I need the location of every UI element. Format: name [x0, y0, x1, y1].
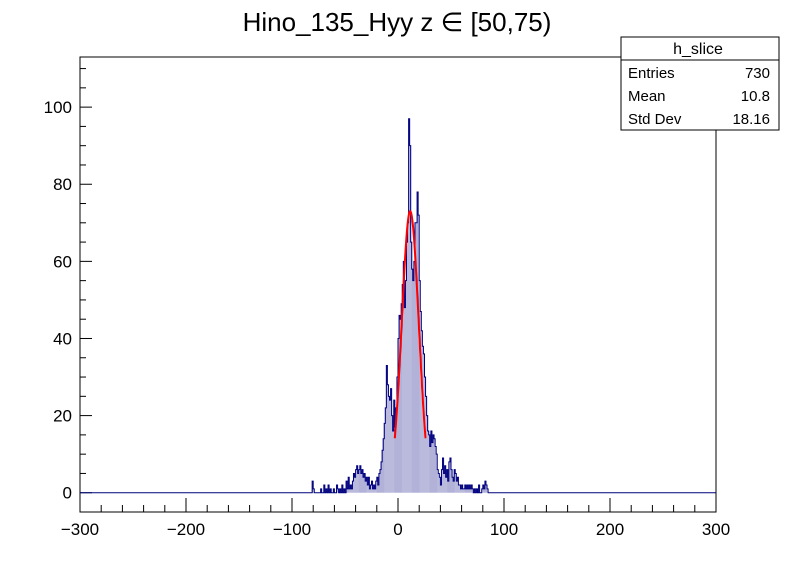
- x-axis: −300 −200 −100 0 100 200 300: [61, 498, 730, 539]
- x-tick-label: 0: [393, 520, 402, 539]
- stats-entries-value: 730: [745, 65, 770, 82]
- y-tick-label: 60: [53, 252, 72, 271]
- y-tick-label: 40: [53, 329, 72, 348]
- x-tick-label: −300: [61, 520, 99, 539]
- stats-mean-value: 10.8: [741, 88, 770, 105]
- y-tick-label: 20: [53, 407, 72, 426]
- stats-box: h_slice Entries 730 Mean 10.8 Std Dev 18…: [620, 36, 780, 131]
- x-tick-label: 300: [702, 520, 730, 539]
- chart-title: Hino_135_Hyy z ∈ [50,75): [243, 7, 552, 37]
- stats-stddev-label: Std Dev: [628, 111, 682, 128]
- y-tick-label: 80: [53, 175, 72, 194]
- stats-box-title: h_slice: [673, 41, 723, 58]
- stats-stddev-value: 18.16: [732, 111, 770, 128]
- x-tick-label: −200: [167, 520, 205, 539]
- stats-box-frame: [620, 36, 780, 131]
- stats-entries-label: Entries: [628, 65, 675, 82]
- y-tick-label: 0: [63, 484, 72, 503]
- x-tick-label: 100: [490, 520, 518, 539]
- y-tick-label: 100: [44, 98, 72, 117]
- x-tick-label: −100: [273, 520, 311, 539]
- stats-mean-label: Mean: [628, 88, 666, 105]
- gaussian-fit-curve: [393, 210, 427, 439]
- x-tick-label: 200: [596, 520, 624, 539]
- y-axis: 0 20 40 60 80 100: [44, 68, 92, 503]
